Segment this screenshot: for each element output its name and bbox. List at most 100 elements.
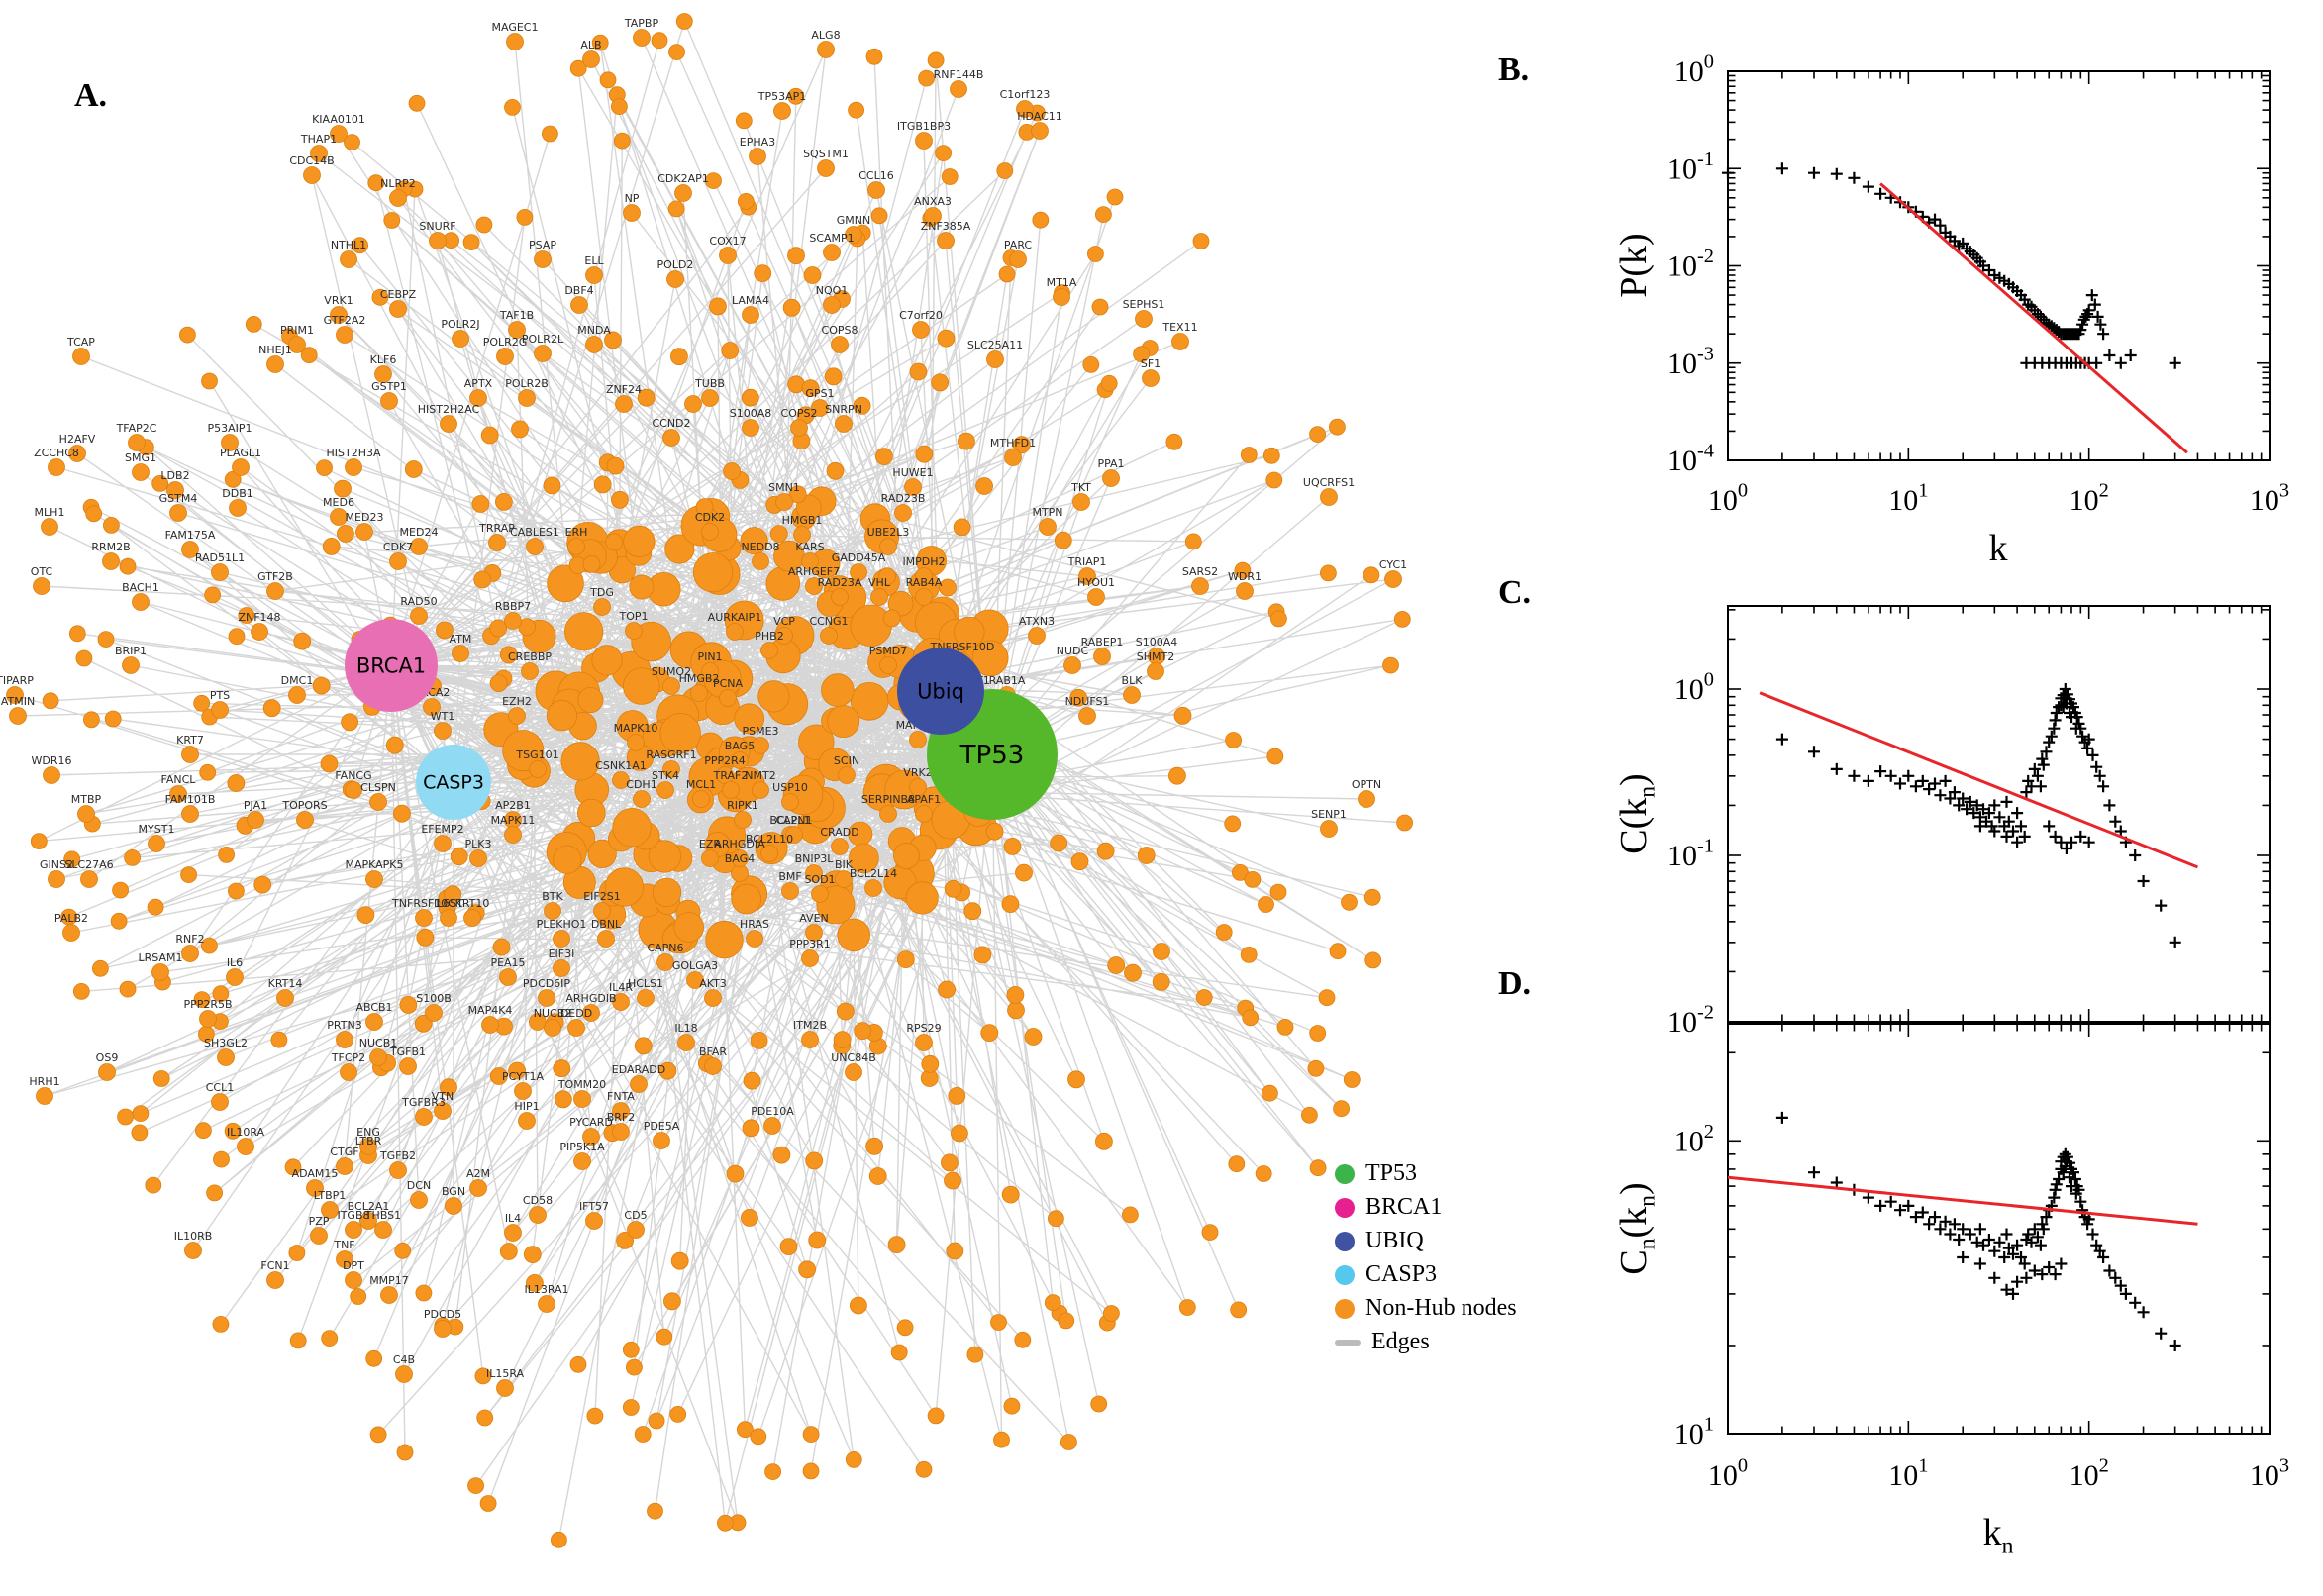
svg-text:Cn(kn): Cn(kn) [1613, 1182, 1660, 1274]
node-label: FNTA [607, 1090, 635, 1103]
node-label: UBE2L3 [867, 526, 910, 539]
svg-text:P(k): P(k) [1613, 233, 1655, 297]
node-label: RRM2B [91, 541, 130, 553]
node-label: DCN [407, 1179, 431, 1192]
node-label: TKT [1070, 481, 1091, 494]
svg-text:102: 102 [2070, 480, 2109, 518]
svg-text:102: 102 [2070, 1455, 2109, 1493]
node-label: C1orf123 [1000, 88, 1051, 101]
node-label: POLR2G [483, 336, 528, 349]
node-label: SMG1 [125, 451, 156, 464]
node-label: SNURF [419, 220, 455, 233]
node-label: FCN1 [260, 1259, 289, 1272]
node-label: PJA1 [244, 799, 267, 812]
svg-text:10-1: 10-1 [1667, 836, 1714, 873]
node-label: RAD23B [881, 492, 926, 505]
node-label: CEBPZ [380, 288, 417, 301]
node-label: TGFB1 [389, 1046, 426, 1058]
node-label: C4B [393, 1353, 415, 1366]
node-label: APAF1 [907, 793, 941, 806]
node-label: HIP1 [514, 1100, 539, 1113]
axis-ticks [1727, 1024, 2271, 1435]
fit-line [1759, 691, 2198, 869]
node-label: MCL1 [686, 778, 716, 791]
node-label: THAP1 [300, 133, 337, 146]
node-label: IMPDH2 [902, 555, 945, 568]
node-label: KARS [795, 541, 824, 553]
node-label: PZP [309, 1215, 330, 1228]
node-label: BCL2A1 [348, 1200, 390, 1213]
node-label: POLR2L [522, 333, 564, 346]
panel-c-label: C. [1498, 574, 1532, 611]
node-label: WDR16 [32, 754, 72, 767]
legend-item-label: BRCA1 [1365, 1194, 1443, 1220]
legend-item-casp3: CASP3 [1335, 1261, 1517, 1288]
node-label: HCLS1 [628, 977, 663, 990]
node-label: CCNG1 [809, 615, 848, 628]
node-label: PCNA [713, 677, 744, 690]
node-label: PRTN3 [327, 1019, 361, 1032]
node-label: UNC84B [831, 1051, 876, 1064]
node-label: APTX [464, 377, 493, 390]
node-label: WDR1 [1228, 570, 1262, 583]
node-label: SUMO2 [652, 665, 691, 678]
node-label: IL18 [674, 1022, 697, 1035]
node-label: PSME3 [742, 725, 778, 738]
node-label: NUCB1 [359, 1037, 398, 1049]
node-label: CD5 [624, 1209, 647, 1222]
node-label: BNIP3L [795, 852, 835, 865]
node-label: FAM175A [165, 529, 216, 542]
node-label: RABEP1 [1081, 636, 1124, 648]
node-label: CDK2 [695, 511, 725, 524]
node-label: HYOU1 [1077, 576, 1115, 589]
svg-text:C(kn): C(kn) [1613, 773, 1660, 853]
node-label: EFEMP2 [421, 823, 463, 836]
axis-ticks [1727, 70, 2271, 461]
scatter-points [1722, 162, 2181, 369]
node-label: SEPHS1 [1123, 298, 1165, 311]
node-label: CDK2AP1 [657, 172, 709, 185]
neighborhood-connectivity-chart: 100 101 102 103 102 101 kn Cn(kn) [1613, 1023, 2289, 1558]
node-label: PLEKHO1 [537, 918, 587, 931]
node-label: EIF2S1 [583, 890, 621, 903]
legend-item-label: CASP3 [1365, 1261, 1438, 1287]
node-label: CYC1 [1379, 558, 1407, 571]
node-label: SERPINB8 [861, 793, 915, 806]
node-label: EDARADD [612, 1063, 665, 1076]
node-label: CDC14B [289, 154, 334, 167]
node-label: TOMM20 [557, 1078, 606, 1091]
node-label: ABCB1 [355, 1001, 392, 1014]
node-label: AP2B1 [495, 799, 531, 812]
node-label: NMT2 [745, 769, 775, 782]
node-label: CDH1 [626, 778, 656, 791]
node-label: TAPBP [624, 17, 659, 30]
svg-text:101: 101 [1888, 480, 1928, 518]
node-label: GSTP1 [371, 380, 407, 393]
node-label: IL13RA1 [524, 1283, 568, 1296]
node-label: BAG4 [725, 852, 755, 865]
node-label: BRF2 [607, 1111, 636, 1124]
node-label: NQO1 [816, 284, 849, 297]
node-label: TGFBR3 [401, 1096, 446, 1109]
node-label: KRT10 [455, 897, 490, 910]
fit-line [1879, 182, 2188, 454]
node-label: MAP4K4 [468, 1004, 513, 1017]
node-label: HMGB2 [679, 672, 720, 685]
node-label: SF1 [1141, 357, 1161, 370]
network-hubs: TP53 BRCA1 Ubiq CASP3 [345, 619, 1058, 820]
tp53-node-swatch [1335, 1163, 1355, 1184]
node-label: RPS29 [906, 1022, 941, 1035]
node-label: BCL2L1 [769, 814, 810, 827]
node-label: TFAP2C [116, 422, 157, 435]
node-label: PARC [1004, 239, 1033, 251]
node-label: PIN1 [697, 650, 722, 663]
node-label: NUDC [1057, 645, 1089, 657]
node-label: OPTN [1352, 778, 1381, 791]
node-label: LAMA4 [732, 294, 769, 307]
node-label: RAD23A [818, 576, 862, 589]
legend-item-label: UBIQ [1365, 1228, 1424, 1253]
node-label: ADAM15 [292, 1167, 339, 1180]
node-label: EZH2 [502, 695, 532, 708]
node-label: UQCRFS1 [1303, 476, 1355, 489]
